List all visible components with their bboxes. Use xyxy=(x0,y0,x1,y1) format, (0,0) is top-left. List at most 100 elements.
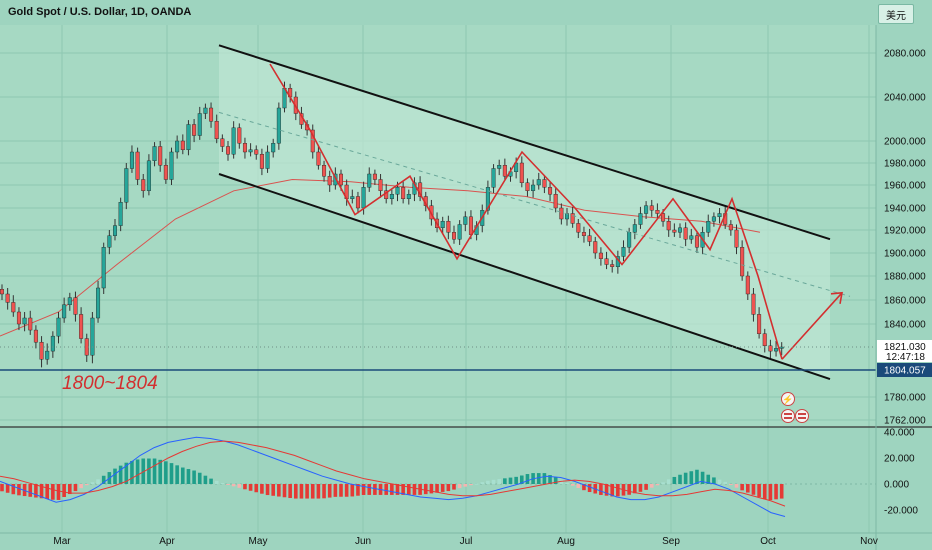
candle[interactable] xyxy=(310,124,315,159)
candle[interactable] xyxy=(271,138,276,158)
candle[interactable] xyxy=(22,312,27,332)
candle[interactable] xyxy=(254,145,259,160)
candle[interactable] xyxy=(327,170,332,192)
candle[interactable] xyxy=(73,291,78,322)
candle[interactable] xyxy=(141,174,146,198)
candle[interactable] xyxy=(728,220,733,236)
candle[interactable] xyxy=(0,284,4,300)
candle[interactable] xyxy=(203,103,208,119)
candle[interactable] xyxy=(587,228,592,247)
candle[interactable] xyxy=(62,297,67,323)
candle[interactable] xyxy=(180,134,185,155)
candle[interactable] xyxy=(644,201,649,219)
candle[interactable] xyxy=(683,222,688,247)
candle[interactable] xyxy=(593,236,598,259)
candle[interactable] xyxy=(672,223,677,237)
candle[interactable] xyxy=(689,228,694,244)
candle[interactable] xyxy=(67,292,72,311)
candle[interactable] xyxy=(706,214,711,237)
us-flag-icon[interactable] xyxy=(781,409,795,423)
candle[interactable] xyxy=(248,143,253,157)
candle[interactable] xyxy=(169,147,174,185)
candle[interactable] xyxy=(220,134,225,152)
candle[interactable] xyxy=(209,102,214,128)
candle[interactable] xyxy=(598,247,603,266)
candle[interactable] xyxy=(502,158,507,181)
candle[interactable] xyxy=(389,189,394,205)
candle[interactable] xyxy=(192,119,197,143)
candle[interactable] xyxy=(367,167,372,192)
us-flag-icon[interactable] xyxy=(795,409,809,423)
candle[interactable] xyxy=(33,325,38,349)
candle[interactable] xyxy=(553,187,558,213)
candle[interactable] xyxy=(457,220,462,245)
candle[interactable] xyxy=(734,224,739,255)
candle[interactable] xyxy=(90,312,95,364)
candle[interactable] xyxy=(56,312,61,344)
candle[interactable] xyxy=(779,342,784,356)
candle[interactable] xyxy=(666,215,671,237)
candle[interactable] xyxy=(463,211,468,232)
candle[interactable] xyxy=(525,178,530,197)
candle[interactable] xyxy=(118,197,123,232)
candle[interactable] xyxy=(16,307,21,331)
candle[interactable] xyxy=(242,137,247,159)
candle[interactable] xyxy=(440,216,445,234)
candle[interactable] xyxy=(536,172,541,190)
candle[interactable] xyxy=(576,219,581,239)
candle[interactable] xyxy=(135,147,140,185)
candle[interactable] xyxy=(124,163,129,210)
lightning-icon[interactable] xyxy=(781,392,795,406)
candle[interactable] xyxy=(316,145,321,170)
candle[interactable] xyxy=(711,212,716,227)
candle[interactable] xyxy=(717,208,722,224)
candle[interactable] xyxy=(276,102,281,150)
candle[interactable] xyxy=(401,180,406,204)
candle[interactable] xyxy=(610,259,615,273)
candle[interactable] xyxy=(491,164,496,194)
candle[interactable] xyxy=(129,145,134,173)
candle[interactable] xyxy=(322,160,327,182)
candle[interactable] xyxy=(497,159,502,176)
candle[interactable] xyxy=(745,271,750,300)
candle[interactable] xyxy=(79,307,84,344)
candle[interactable] xyxy=(774,340,779,357)
candle[interactable] xyxy=(50,331,55,358)
currency-button[interactable]: 美元 xyxy=(878,4,914,24)
candle[interactable] xyxy=(175,135,180,159)
candle[interactable] xyxy=(519,156,524,188)
candle[interactable] xyxy=(621,240,626,262)
candle[interactable] xyxy=(762,328,767,353)
candle[interactable] xyxy=(740,240,745,281)
candle[interactable] xyxy=(694,231,699,253)
candle[interactable] xyxy=(649,199,654,217)
candle[interactable] xyxy=(163,158,168,184)
candle[interactable] xyxy=(28,310,33,335)
candle[interactable] xyxy=(186,120,191,156)
candle[interactable] xyxy=(11,295,16,317)
candle[interactable] xyxy=(604,251,609,270)
candle[interactable] xyxy=(542,175,547,194)
candle[interactable] xyxy=(406,189,411,205)
candle[interactable] xyxy=(638,206,643,229)
candle[interactable] xyxy=(452,225,457,244)
candle[interactable] xyxy=(231,121,236,159)
candle[interactable] xyxy=(632,219,637,240)
candle[interactable] xyxy=(101,242,106,294)
candle[interactable] xyxy=(559,203,564,225)
candle[interactable] xyxy=(570,206,575,228)
candle[interactable] xyxy=(225,141,230,161)
candle[interactable] xyxy=(757,307,762,339)
candle[interactable] xyxy=(197,106,202,140)
candle[interactable] xyxy=(751,288,756,322)
candle[interactable] xyxy=(259,148,264,176)
candle[interactable] xyxy=(655,203,660,218)
candle[interactable] xyxy=(350,189,355,204)
candle[interactable] xyxy=(146,154,151,196)
candle[interactable] xyxy=(45,343,50,365)
candle[interactable] xyxy=(355,191,360,214)
candle[interactable] xyxy=(372,169,377,185)
candle[interactable] xyxy=(446,215,451,240)
candle[interactable] xyxy=(107,230,112,255)
